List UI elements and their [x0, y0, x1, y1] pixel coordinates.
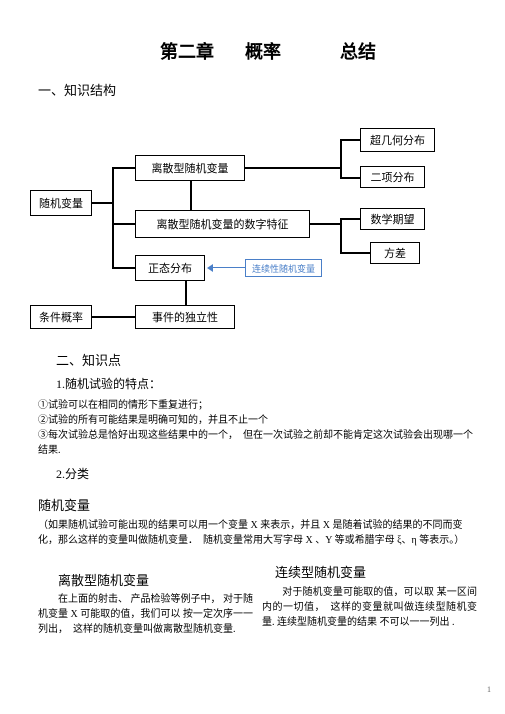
continuous-header: 连续型随机变量: [275, 562, 366, 581]
box-normal-dist: 正态分布: [135, 255, 205, 281]
point1-line3: ③每次试验总是恰好出现这些结果中的一个， 但在一次试验之前却不能肯定这次试验会出…: [38, 428, 478, 458]
box-variance: 方差: [370, 242, 420, 264]
point1-line1: ①试验可以在相同的情形下重复进行；: [38, 398, 468, 413]
chapter-title-c: 总结: [340, 38, 376, 64]
box-discrete-rv: 离散型随机变量: [135, 155, 245, 181]
discrete-header: 离散型随机变量: [58, 570, 149, 589]
box-random-variable: 随机变量: [30, 190, 92, 216]
continuous-body: 对于随机变量可能取的值，可以取 某一区间内的一切值， 这样的变量就叫做连续型随机…: [262, 585, 477, 630]
box-hypergeometric: 超几何分布: [360, 128, 435, 152]
rv-body: （如果随机试验可能出现的结果可以用一个变量 X 来表示，并且 X 是随着试验的结…: [38, 518, 478, 548]
box-binomial: 二项分布: [360, 166, 425, 188]
box-continuous-note: 连续性随机变量: [245, 259, 322, 277]
rv-header: 随机变量: [38, 495, 90, 514]
box-expectation: 数学期望: [360, 208, 425, 230]
box-independence: 事件的独立性: [135, 305, 235, 329]
knowledge-structure-diagram: 随机变量 离散型随机变量 离散型随机变量的数字特征 正态分布 连续性随机变量 超…: [30, 120, 475, 345]
point2-header: 2.分类: [56, 465, 89, 482]
chapter-title-a: 第二章: [160, 38, 214, 64]
point1-header: 1.随机试验的特点：: [56, 375, 161, 392]
section-1-header: 一、知识结构: [38, 80, 116, 99]
discrete-body: 在上面的射击、 产品检验等例子中， 对于随机变量 X 可能取的值，我们可以 按一…: [38, 592, 253, 637]
box-conditional-prob: 条件概率: [30, 305, 92, 329]
chapter-title-b: 概率: [245, 38, 281, 64]
section-2-header: 二、知识点: [56, 350, 121, 369]
page-number: 1: [487, 685, 491, 694]
box-digital-features: 离散型随机变量的数字特征: [135, 210, 310, 238]
point1-line2: ②试验的所有可能结果是明确可知的，并且不止一个: [38, 413, 468, 428]
